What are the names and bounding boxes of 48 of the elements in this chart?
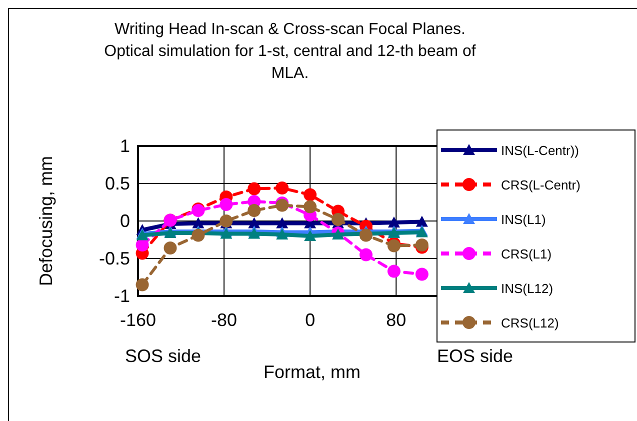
point — [387, 239, 400, 252]
point — [304, 200, 317, 214]
point — [248, 228, 260, 239]
point — [415, 268, 428, 281]
point — [360, 228, 373, 242]
point — [136, 278, 149, 292]
x-axis-title: Format, mm — [264, 362, 360, 382]
legend-label: CRS(L-Centr) — [501, 178, 580, 192]
chart-title: Writing Head In-scan & Cross-scan Focal Planes. Optical simulation for 1-st, central and 12-th beam of MLA. — [104, 21, 476, 82]
point — [220, 198, 233, 211]
point — [304, 188, 317, 202]
point — [192, 217, 204, 228]
point — [248, 182, 261, 196]
y-tick-label: -1 — [114, 286, 130, 306]
point — [416, 216, 428, 227]
point — [220, 214, 233, 228]
y-tick-label: -0.5 — [98, 248, 130, 268]
point — [276, 182, 289, 194]
legend-label: INS(L1) — [501, 212, 546, 227]
text: EOS side — [437, 346, 514, 366]
y-tick-label: 0.5 — [104, 174, 130, 194]
x-tick-label: 0 — [305, 310, 316, 330]
legend-label: CRS(L1) — [501, 246, 552, 262]
y-axis-title: Defocusing, mm — [36, 156, 56, 286]
legend-label: INS(L-Centr)) — [501, 143, 580, 158]
point — [164, 242, 177, 254]
y-tick-label: 0 — [120, 211, 130, 231]
point — [276, 198, 289, 212]
x-tick-label: -80 — [211, 310, 238, 330]
point — [388, 216, 400, 228]
legend-label: CRS(L12) — [501, 316, 559, 330]
text: SOS side — [125, 346, 202, 366]
point — [332, 213, 345, 226]
point — [136, 238, 149, 252]
point — [248, 217, 260, 228]
point — [248, 204, 261, 217]
x-tick-label: 80 — [386, 310, 406, 330]
point — [192, 228, 205, 242]
point — [276, 228, 288, 240]
point — [304, 230, 316, 241]
point — [415, 238, 428, 252]
point — [220, 228, 232, 239]
x-tick-label: -160 — [120, 310, 156, 330]
y-tick-label: 1 — [120, 136, 130, 156]
legend-label: INS(L12) — [501, 281, 554, 296]
point — [276, 217, 288, 228]
point — [387, 264, 400, 278]
point — [360, 248, 373, 262]
